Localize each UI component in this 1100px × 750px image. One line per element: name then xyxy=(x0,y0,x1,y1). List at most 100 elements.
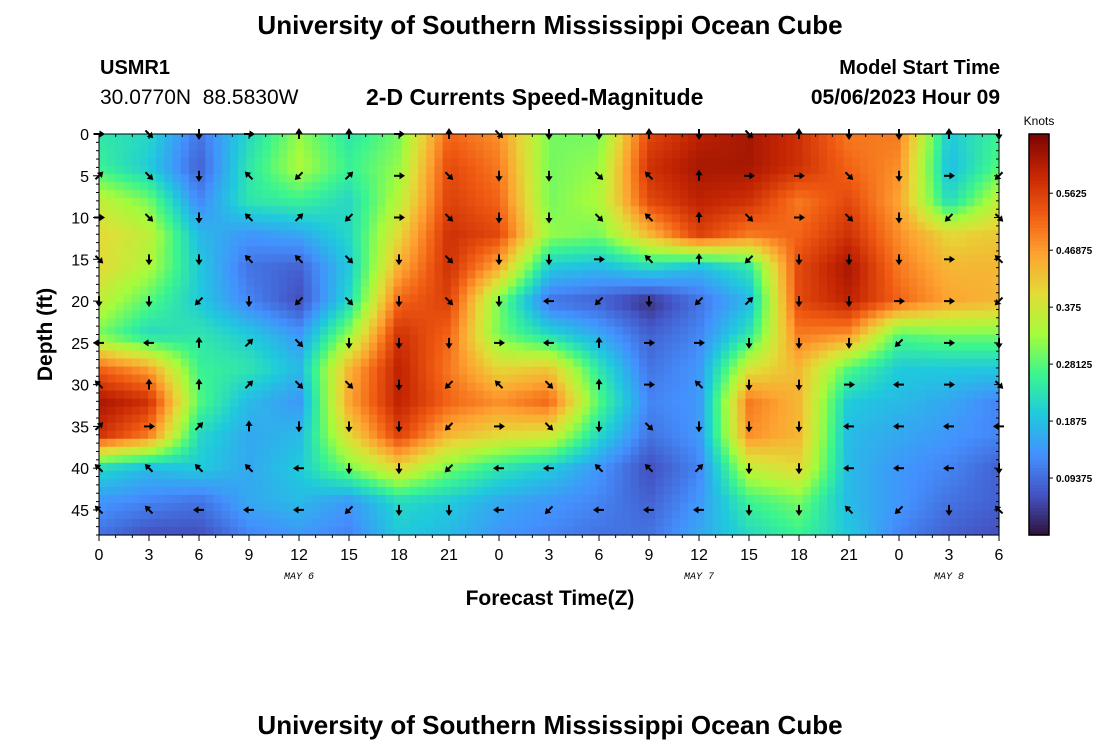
heatmap-cell xyxy=(491,470,501,480)
heatmap-cell xyxy=(990,350,1000,360)
heatmap-cell xyxy=(401,214,411,223)
heatmap-cell xyxy=(786,182,796,191)
heatmap-cell xyxy=(434,134,444,143)
heatmap-cell xyxy=(254,238,264,247)
heatmap-cell xyxy=(679,398,689,408)
heatmap-cell xyxy=(720,134,730,143)
heatmap-cell xyxy=(925,478,935,488)
heatmap-cell xyxy=(565,158,575,167)
heatmap-cell xyxy=(205,438,215,448)
heatmap-cell xyxy=(933,262,943,271)
heatmap-cell xyxy=(622,278,632,287)
heatmap-cell xyxy=(409,366,419,376)
heatmap-cell xyxy=(598,486,607,496)
heatmap-cell xyxy=(647,414,656,424)
heatmap-cell xyxy=(639,182,648,191)
heatmap-cell xyxy=(704,486,714,496)
heatmap-cell xyxy=(336,254,346,263)
heatmap-cell xyxy=(344,374,354,384)
heatmap-cell xyxy=(180,366,190,376)
heatmap-cell xyxy=(884,382,894,392)
heatmap-cell xyxy=(475,286,485,295)
heatmap-cell xyxy=(115,406,125,416)
heatmap-cell xyxy=(115,382,125,392)
heatmap-cell xyxy=(753,374,763,384)
heatmap-cell xyxy=(524,486,534,496)
heatmap-cell xyxy=(630,478,640,488)
heatmap-cell xyxy=(180,150,190,159)
heatmap-cell xyxy=(352,182,362,191)
heatmap-cell xyxy=(549,182,558,191)
heatmap-cell xyxy=(966,366,976,376)
heatmap-cell xyxy=(720,486,730,496)
heatmap-cell xyxy=(254,150,264,159)
heatmap-cell xyxy=(868,302,877,312)
heatmap-cell xyxy=(614,366,624,376)
heatmap-cell xyxy=(418,302,427,312)
heatmap-cell xyxy=(467,470,476,480)
heatmap-cell xyxy=(786,478,796,488)
heatmap-cell xyxy=(679,158,689,167)
heatmap-cell xyxy=(483,294,493,304)
heatmap-cell xyxy=(491,374,501,384)
heatmap-cell xyxy=(778,150,787,159)
heatmap-cell xyxy=(589,350,599,360)
heatmap-cell xyxy=(418,366,427,376)
heatmap-cell xyxy=(148,358,157,368)
heatmap-cell xyxy=(745,150,755,159)
heatmap-cell xyxy=(843,182,853,191)
heatmap-cell xyxy=(810,310,820,320)
heatmap-cell xyxy=(778,142,787,151)
heatmap-cell xyxy=(827,310,836,320)
heatmap-cell xyxy=(925,422,935,432)
heatmap-cell xyxy=(508,422,517,432)
heatmap-cell xyxy=(958,174,967,183)
heatmap-cell xyxy=(704,206,714,215)
heatmap-cell xyxy=(131,270,141,279)
heatmap-cell xyxy=(369,446,378,456)
heatmap-cell xyxy=(557,214,566,223)
heatmap-cell xyxy=(565,270,575,279)
heatmap-cell xyxy=(524,150,534,159)
heatmap-cell xyxy=(540,278,550,287)
heatmap-cell xyxy=(606,238,616,247)
heatmap-cell xyxy=(753,470,763,480)
heatmap-cell xyxy=(859,134,869,143)
heatmap-cell xyxy=(369,334,378,344)
heatmap-cell xyxy=(385,206,395,215)
heatmap-cell xyxy=(892,406,902,416)
heatmap-cell xyxy=(622,142,632,151)
heatmap-cell xyxy=(131,446,141,456)
heatmap-cell xyxy=(933,406,943,416)
heatmap-cell xyxy=(385,158,395,167)
heatmap-cell xyxy=(729,134,738,143)
heatmap-cell xyxy=(720,214,730,223)
heatmap-cell xyxy=(311,190,321,199)
heatmap-cell xyxy=(434,222,444,231)
heatmap-cell xyxy=(311,462,321,472)
heatmap-cell xyxy=(810,406,820,416)
heatmap-cell xyxy=(385,230,395,239)
heatmap-cell xyxy=(459,158,468,167)
heatmap-cell xyxy=(688,222,697,231)
heatmap-cell xyxy=(319,294,329,304)
heatmap-cell xyxy=(655,158,665,167)
heatmap-cell xyxy=(189,454,198,464)
heatmap-cell xyxy=(925,406,935,416)
heatmap-cell xyxy=(941,382,951,392)
heatmap-cell xyxy=(246,494,256,504)
heatmap-cell xyxy=(786,262,796,271)
heatmap-cell xyxy=(262,134,272,143)
heatmap-cell xyxy=(941,166,951,175)
heatmap-cell xyxy=(229,334,239,344)
heatmap-cell xyxy=(107,342,116,352)
heatmap-cell xyxy=(802,358,812,368)
heatmap-cell xyxy=(868,238,877,247)
heatmap-cell xyxy=(859,382,869,392)
heatmap-cell xyxy=(884,246,894,255)
heatmap-cell xyxy=(778,134,787,143)
heatmap-cell xyxy=(614,310,624,320)
heatmap-cell xyxy=(990,254,1000,263)
heatmap-cell xyxy=(205,278,215,287)
heatmap-cell xyxy=(246,190,256,199)
